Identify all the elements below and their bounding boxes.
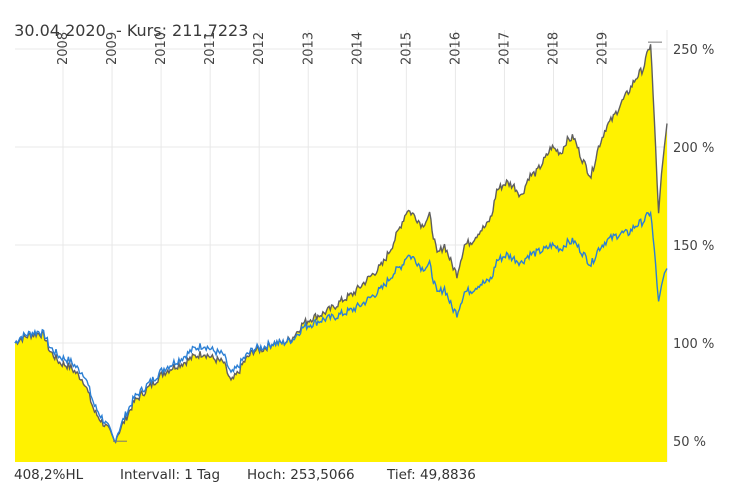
percent-label: 250 % <box>673 43 714 58</box>
comparison-line <box>14 210 668 444</box>
date-label: 30.04.2020 <box>14 21 106 40</box>
price-area-fill <box>15 44 667 463</box>
percent-label: 100 % <box>673 337 714 352</box>
hl-percent: 408,2%HL <box>14 467 84 483</box>
year-label: 2009 <box>105 32 120 65</box>
year-label: 2008 <box>56 32 71 65</box>
year-label: 2011 <box>203 32 218 65</box>
year-label: 2016 <box>448 32 463 65</box>
percent-label: 200 % <box>673 141 714 156</box>
y-axis-percent-labels: 250 % 200 % 150 % 100 % 50 % <box>673 43 714 450</box>
price-line <box>14 44 668 444</box>
chart-footer: 408,2%HL Intervall: 1 Tag Hoch: 253,5066… <box>14 467 476 483</box>
x-axis-year-labels: 2008 2009 2010 2011 2012 2013 2014 2015 2016 2017… <box>56 32 611 65</box>
year-label: 2017 <box>497 32 512 65</box>
price-chart[interactable]: 2008 2009 2010 2011 2012 2013 2014 2015 2016 2017… <box>0 0 735 465</box>
low-value: Tief: 49,8836 <box>387 467 476 483</box>
title-separator: - <box>105 21 127 40</box>
high-low-markers <box>113 41 662 442</box>
year-label: 2010 <box>154 32 169 65</box>
high-value: Hoch: 253,5066 <box>247 467 355 483</box>
interval-selector[interactable]: Intervall: 1 Tag <box>120 467 221 483</box>
year-label: 2014 <box>350 32 365 65</box>
year-label: 2019 <box>596 32 611 65</box>
percent-label: 50 % <box>673 435 706 450</box>
year-label: 2015 <box>399 32 414 65</box>
year-label: 2018 <box>547 32 562 65</box>
year-label: 2013 <box>301 32 316 65</box>
year-label: 2012 <box>252 32 267 65</box>
percent-label: 150 % <box>673 239 714 254</box>
